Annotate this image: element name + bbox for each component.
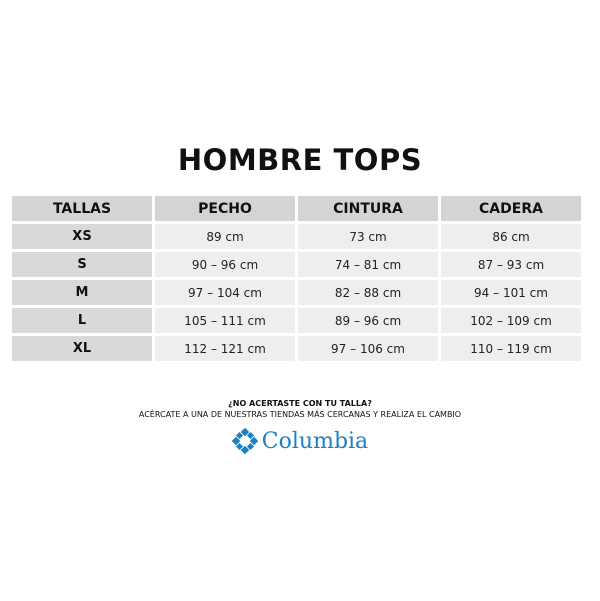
header-pecho: PECHO	[155, 196, 295, 221]
cintura-cell: 89 – 96 cm	[298, 308, 438, 333]
table-row: XS 89 cm 73 cm 86 cm	[12, 224, 581, 249]
cintura-cell: 74 – 81 cm	[298, 252, 438, 277]
table-row: L 105 – 111 cm 89 – 96 cm 102 – 109 cm	[12, 308, 581, 333]
header-cadera: CADERA	[441, 196, 581, 221]
header-tallas: TALLAS	[12, 196, 152, 221]
table-row: S 90 – 96 cm 74 – 81 cm 87 – 93 cm	[12, 252, 581, 277]
cadera-cell: 102 – 109 cm	[441, 308, 581, 333]
cadera-cell: 110 – 119 cm	[441, 336, 581, 361]
size-cell: M	[12, 280, 152, 305]
header-cintura: CINTURA	[298, 196, 438, 221]
note-question: ¿NO ACERTASTE CON TU TALLA?	[228, 399, 372, 408]
brand-name: Columbia	[261, 428, 369, 454]
page-title: HOMBRE TOPS	[177, 143, 423, 177]
cintura-cell: 73 cm	[298, 224, 438, 249]
table-header-row: TALLAS PECHO CINTURA CADERA	[12, 196, 581, 221]
cadera-cell: 94 – 101 cm	[441, 280, 581, 305]
cadera-cell: 87 – 93 cm	[441, 252, 581, 277]
cintura-cell: 82 – 88 cm	[298, 280, 438, 305]
note-advice: ACÉRCATE A UNA DE NUESTRAS TIENDAS MÁS C…	[138, 410, 462, 419]
size-cell: S	[12, 252, 152, 277]
columbia-diamond-logo-icon	[231, 428, 258, 454]
cintura-cell: 97 – 106 cm	[298, 336, 438, 361]
table-row: XL 112 – 121 cm 97 – 106 cm 110 – 119 cm	[12, 336, 581, 361]
cadera-cell: 86 cm	[441, 224, 581, 249]
size-cell: L	[12, 308, 152, 333]
size-cell: XS	[12, 224, 152, 249]
pecho-cell: 90 – 96 cm	[155, 252, 295, 277]
size-cell: XL	[12, 336, 152, 361]
table-row: M 97 – 104 cm 82 – 88 cm 94 – 101 cm	[12, 280, 581, 305]
size-table: TALLAS PECHO CINTURA CADERA XS 89 cm 73 …	[9, 193, 584, 364]
pecho-cell: 89 cm	[155, 224, 295, 249]
pecho-cell: 105 – 111 cm	[155, 308, 295, 333]
pecho-cell: 112 – 121 cm	[155, 336, 295, 361]
pecho-cell: 97 – 104 cm	[155, 280, 295, 305]
columbia-logo: Columbia	[0, 428, 600, 454]
